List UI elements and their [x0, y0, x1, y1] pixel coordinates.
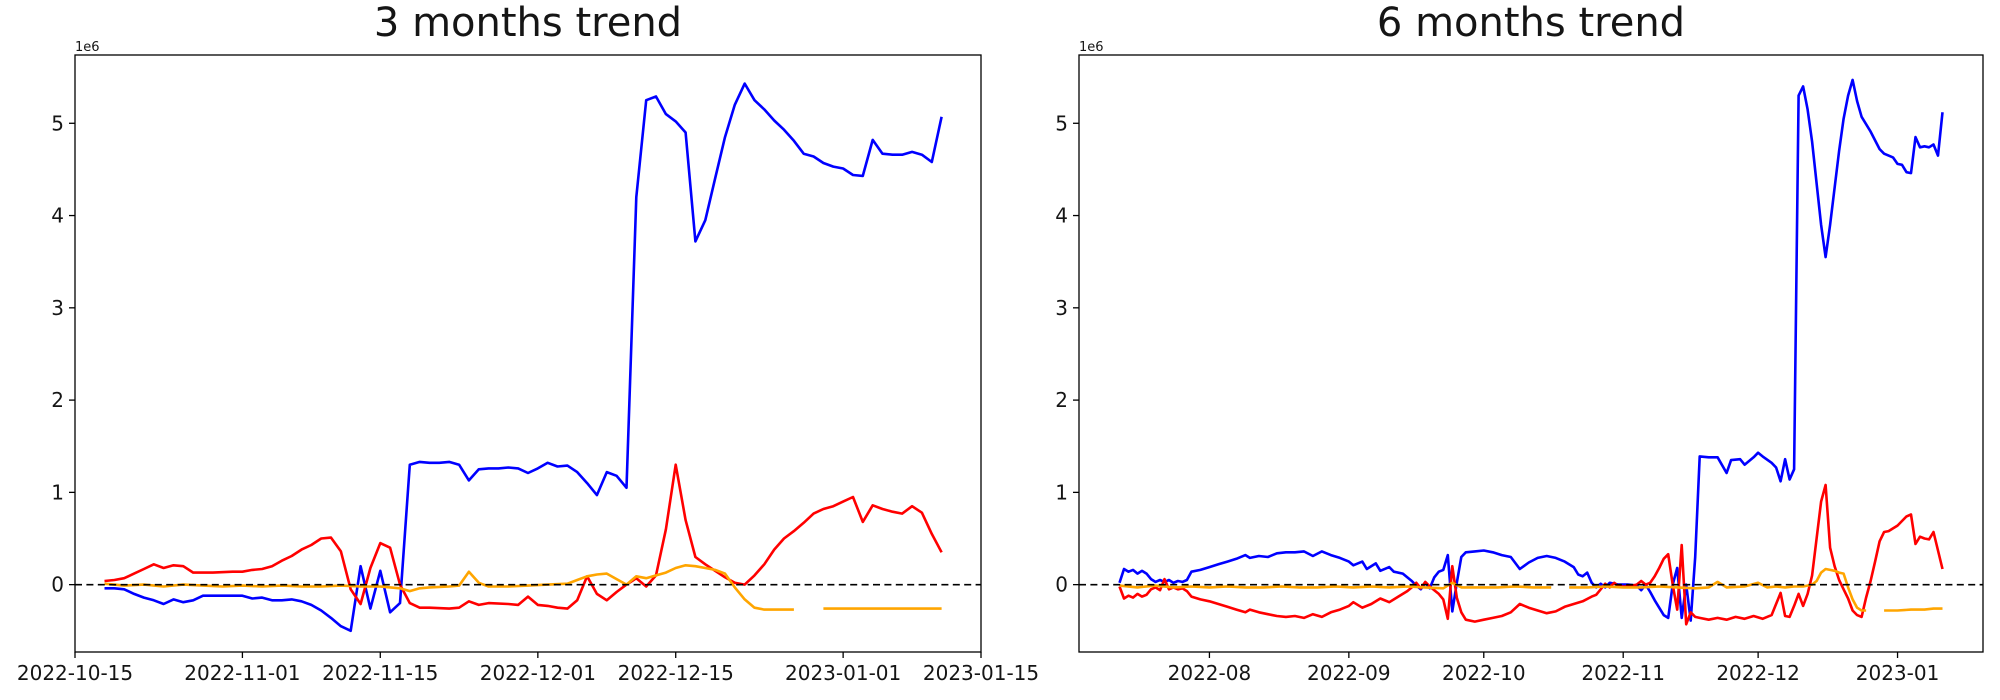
x-tick-label: 2022-11: [1581, 661, 1665, 685]
x-tick-label: 2022-10-15: [17, 661, 133, 685]
y-tick-label: 4: [1055, 204, 1068, 228]
x-tick-label: 2022-12-15: [618, 661, 734, 685]
y-tick-label: 0: [51, 573, 64, 597]
y-tick-label: 3: [51, 296, 64, 320]
x-tick-label: 2022-08: [1168, 661, 1252, 685]
x-tick-label: 2022-12: [1716, 661, 1800, 685]
series-line-orange: [1119, 567, 1943, 612]
chart-title-3-months-trend: 3 months trend: [373, 0, 683, 46]
series-line-blue: [104, 82, 943, 633]
y-tick-label: 1: [1055, 480, 1068, 504]
y-tick-label: 0: [1055, 573, 1068, 597]
x-tick-label: 2023-01-15: [923, 661, 1039, 685]
plot-box-spines: [74, 54, 982, 653]
chart-title-6-months-trend: 6 months trend: [1376, 0, 1686, 46]
x-tick-label: 2023-01-01: [785, 661, 901, 685]
x-tick-label: 2022-11-15: [322, 661, 438, 685]
y-tick-label: 5: [51, 111, 64, 135]
y-tick-label: 1: [51, 480, 64, 504]
series-line-red: [1118, 483, 1944, 626]
x-tick-label: 2023-01: [1856, 661, 1940, 685]
x-tick-label: 2022-11-01: [184, 661, 300, 685]
y-tick-label: 2: [1055, 388, 1068, 412]
y-tick-label: 4: [51, 204, 64, 228]
x-tick-label: 2022-09: [1307, 661, 1391, 685]
series-line-blue: [1118, 78, 1944, 622]
x-tick-label: 2022-12-01: [480, 661, 596, 685]
y-tick-label: 2: [51, 388, 64, 412]
y-tick-label: 3: [1055, 296, 1068, 320]
y-tick-label: 5: [1055, 111, 1068, 135]
axes-6-months: 0 1 2 3 4 5 2022-08 2022-09 2022-10 2022-11 2022-1…: [1055, 54, 1984, 685]
axes-3-months: 0 1 2 3 4 5 2022-10-15 2022-11-01 2022-11-15 2022…: [17, 54, 1039, 685]
series-line-red: [104, 463, 943, 610]
y-axis-offset-label-right: 1e6: [1079, 40, 1104, 55]
series-line-orange: [104, 564, 942, 611]
plot-box-spines: [1078, 54, 1984, 653]
x-tick-label: 2022-10: [1442, 661, 1526, 685]
y-axis-offset-label-left: 1e6: [75, 40, 100, 55]
